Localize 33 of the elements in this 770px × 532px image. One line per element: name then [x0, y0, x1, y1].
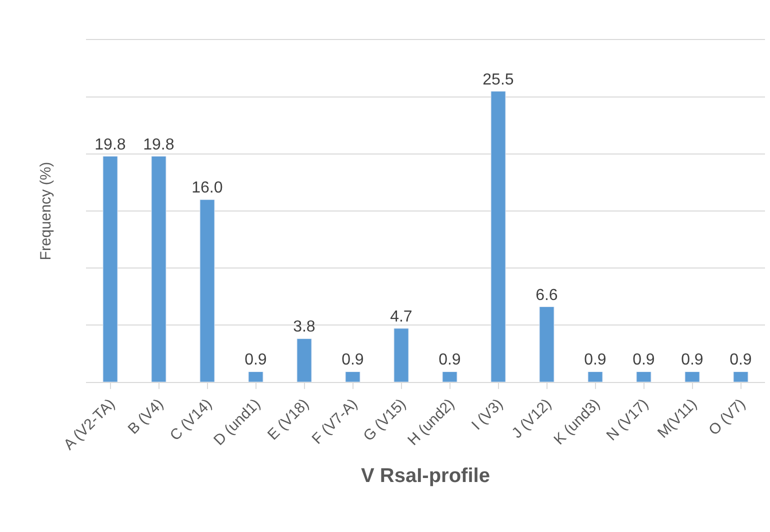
x-axis-title: V RsaI-profile: [361, 464, 490, 487]
data-label: 0.9: [584, 352, 606, 369]
bar: [733, 371, 748, 382]
bar: [248, 371, 264, 382]
x-tick-label: B (V4): [124, 396, 167, 438]
bar: [490, 91, 506, 382]
x-tick-label: I (V3): [468, 396, 506, 434]
data-label: 0.9: [438, 352, 461, 369]
data-label: 0.9: [244, 352, 267, 369]
data-label: 25.5: [482, 71, 514, 88]
data-label: 19.8: [143, 136, 174, 154]
x-tick-label: O (V7): [706, 396, 749, 439]
data-label: 6.6: [536, 286, 558, 304]
y-axis-title: Frequency (%): [37, 162, 54, 260]
bar: [200, 199, 215, 382]
data-label: 3.8: [293, 318, 316, 336]
data-label: 0.9: [681, 352, 704, 369]
bar: [539, 306, 554, 382]
bar: [394, 328, 409, 382]
bar: [588, 371, 603, 382]
bar: [345, 371, 360, 382]
data-label: 0.9: [730, 352, 752, 369]
bar: [151, 156, 166, 382]
data-label: 4.7: [390, 308, 412, 326]
data-label: 16.0: [192, 180, 223, 197]
bar: [684, 371, 700, 382]
bar: [296, 338, 312, 382]
bar: [636, 371, 652, 382]
data-label: 0.9: [632, 352, 655, 369]
bar: [442, 371, 458, 382]
data-label: 19.8: [94, 136, 126, 154]
bar: [102, 156, 118, 382]
data-label: 0.9: [342, 352, 364, 369]
